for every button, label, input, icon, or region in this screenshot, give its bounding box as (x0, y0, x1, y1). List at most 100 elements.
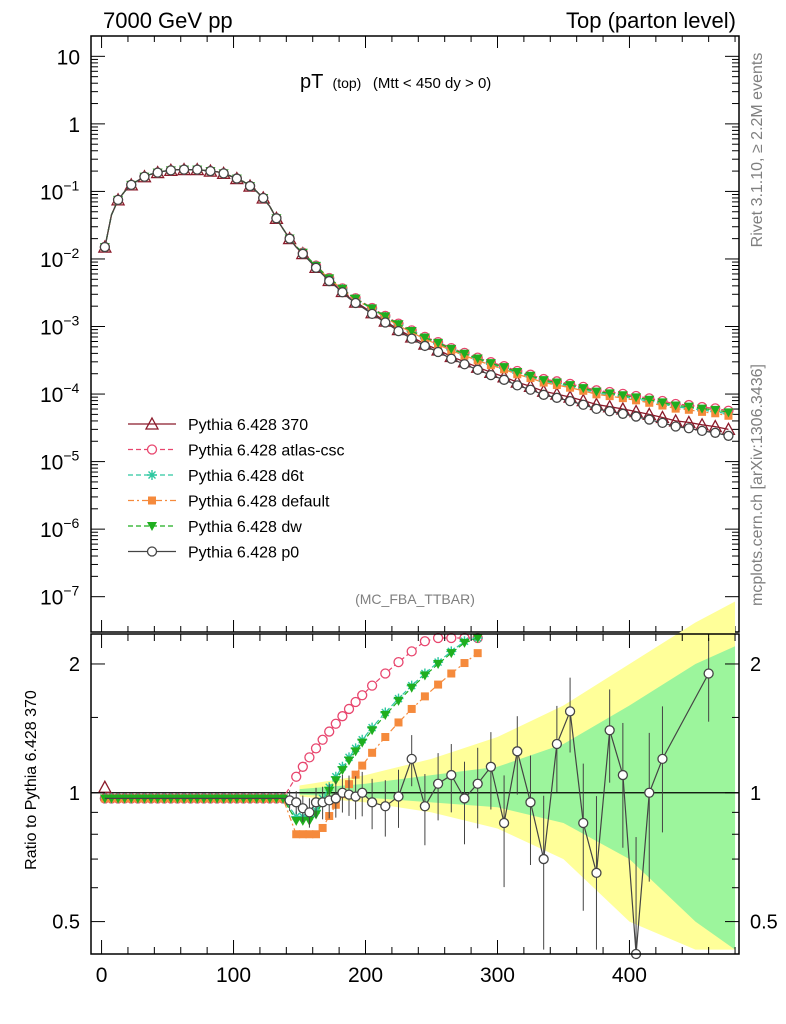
data-point (324, 275, 335, 287)
x-tick-label: 100 (216, 964, 251, 987)
mcplots-label: mcplots.cern.ch [arXiv:1306.3436] (749, 364, 766, 606)
data-point (564, 395, 576, 407)
data-point (271, 213, 282, 224)
legend-swatch-marker (147, 522, 157, 531)
data-point (446, 344, 457, 354)
ratio-point (432, 632, 444, 644)
data-point (644, 395, 655, 405)
ratio-point (304, 807, 315, 818)
y-tick-label: 10−4 (40, 380, 80, 407)
data-point (578, 399, 589, 410)
legend-label: Pythia 6.428 dw (188, 519, 302, 536)
x-tick-label: 200 (348, 964, 383, 987)
ratio-point (292, 830, 301, 839)
ratio-point (380, 801, 391, 812)
ratio-y-axis-label: Ratio to Pythia 6.428 370 (23, 690, 40, 870)
data-point (670, 421, 681, 432)
ratio-point (564, 706, 576, 717)
ratio-point (357, 787, 368, 798)
ratio-point (434, 680, 443, 689)
ratio-point (367, 726, 378, 736)
data-point (657, 398, 668, 408)
data-point (683, 423, 694, 434)
y-tick-label: 10−1 (40, 177, 80, 204)
data-point (433, 338, 444, 348)
ratio-point (393, 696, 404, 706)
data-point (244, 180, 256, 192)
data-point (525, 371, 536, 381)
ratio-point (324, 726, 335, 737)
data-point (591, 387, 602, 397)
data-point (337, 287, 348, 298)
x-tick-label: 400 (612, 964, 647, 987)
y-tick-label: 10−3 (40, 313, 80, 340)
ratio-point (498, 817, 510, 829)
ratio-point (446, 769, 457, 781)
ratio-point (459, 793, 470, 804)
legend-entry: Pythia 6.428 dw (128, 519, 302, 536)
data-point (112, 194, 124, 206)
data-point (565, 381, 576, 391)
data-point (617, 391, 628, 401)
legend-label: Pythia 6.428 p0 (188, 545, 299, 562)
ratio-point (419, 801, 431, 812)
ratio-point (366, 680, 378, 691)
legend-entry: Pythia 6.428 d6t (128, 468, 304, 485)
ratio-point (446, 632, 457, 644)
data-point (99, 241, 111, 253)
data-point (710, 405, 721, 415)
data-point (432, 346, 444, 358)
ratio-point (604, 725, 615, 736)
ratio-point (551, 738, 563, 750)
data-point (670, 401, 681, 411)
ratio-point (344, 756, 355, 766)
data-point (485, 369, 497, 381)
ratio-point (591, 867, 602, 878)
ratio-point (703, 668, 714, 679)
ratio-point (343, 703, 355, 715)
data-point (723, 430, 734, 441)
data-point (380, 312, 391, 322)
process-label: Top (parton level) (566, 8, 736, 33)
ratio-point (366, 797, 378, 808)
data-point (231, 173, 242, 184)
ratio-point (393, 656, 404, 668)
ratio-line (104, 673, 710, 955)
legend-label: Pythia 6.428 370 (188, 417, 308, 434)
ratio-point (485, 761, 497, 772)
ratio-point (297, 761, 308, 772)
ratio-ticks: 0.5 0.5 1 1 2 2 0 100 200 300 400 (52, 634, 778, 987)
ratio-point (657, 753, 668, 765)
data-point (696, 425, 708, 437)
data-point (165, 165, 176, 176)
ratio-point (459, 638, 470, 648)
data-point (258, 192, 269, 204)
ratio-point (578, 817, 589, 829)
green-band (299, 646, 736, 950)
ratio-point (433, 659, 444, 669)
legend-label: Pythia 6.428 default (188, 494, 330, 511)
ratio-point (291, 811, 302, 822)
data-point (218, 168, 229, 179)
legend-swatch-marker (147, 470, 157, 480)
ratio-point (432, 778, 444, 789)
analysis-tag: (MC_FBA_TTBAR) (355, 591, 475, 607)
ratio-point (447, 669, 456, 678)
ratio-series-p0 (97, 637, 714, 960)
ratio-point (406, 753, 417, 765)
data-point (485, 359, 496, 369)
main-y-ticks: 10−7 10−6 10−5 10−4 10−3 10−2 10−1 1 10 (40, 36, 739, 632)
data-point (406, 327, 417, 337)
data-point (459, 349, 470, 359)
legend-label: Pythia 6.428 d6t (188, 468, 304, 485)
ratio-point (358, 761, 367, 770)
data-point (499, 363, 510, 373)
data-point (192, 164, 203, 175)
ratio-point (512, 746, 523, 757)
ratio-y-tick-label: 0.5 (52, 912, 80, 934)
data-point (310, 262, 322, 273)
ratio-point (350, 747, 361, 757)
data-point (139, 171, 150, 182)
main-series-layer (97, 162, 736, 441)
